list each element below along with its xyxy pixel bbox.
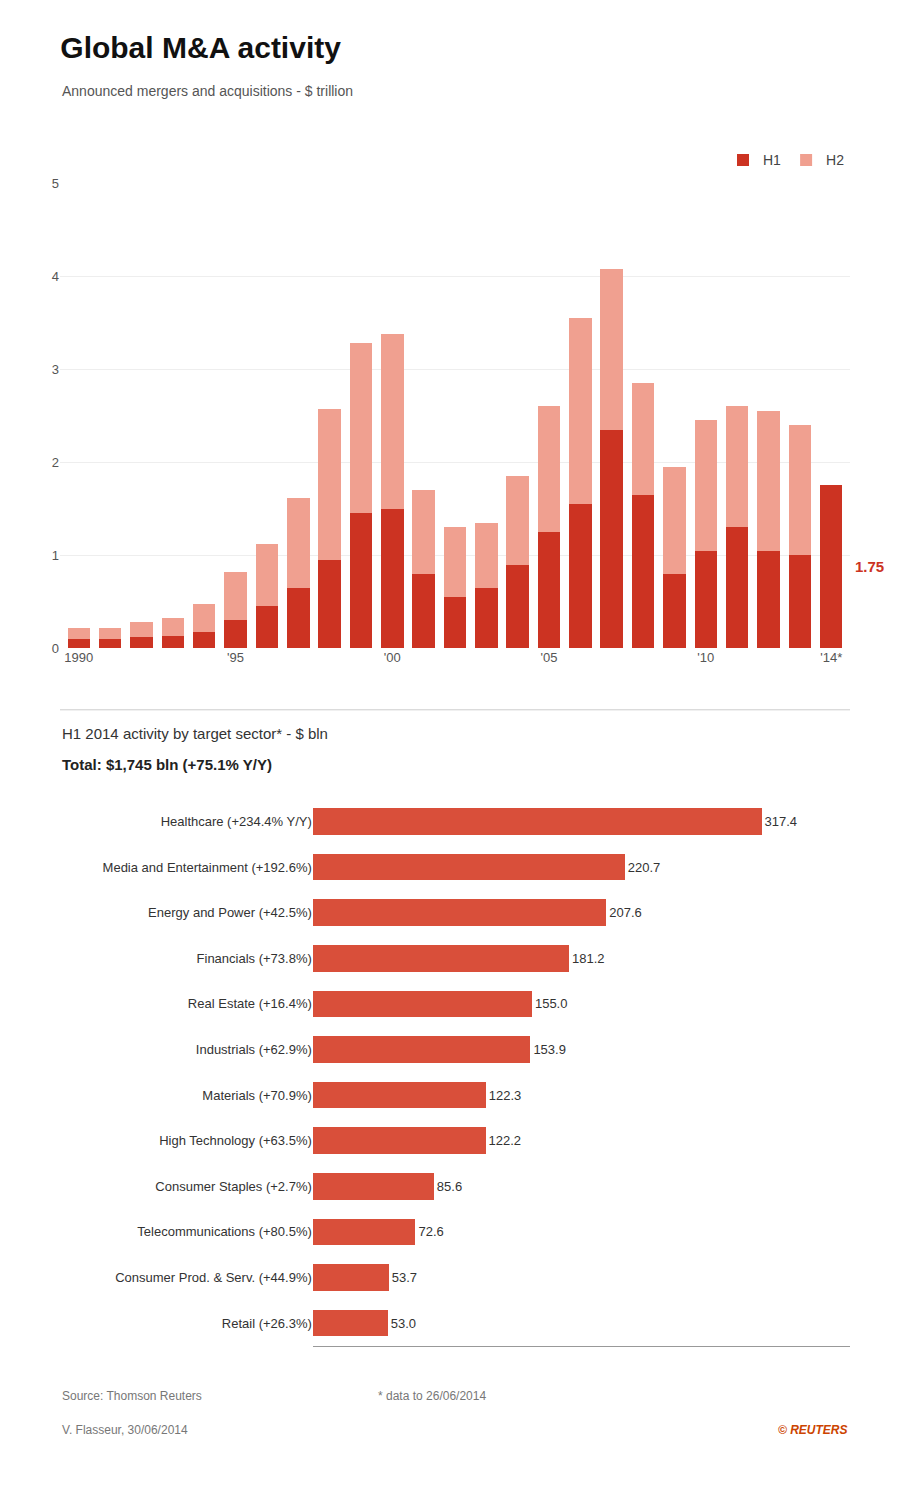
- svg-text:'14*: '14*: [820, 650, 842, 665]
- svg-text:220.7: 220.7: [628, 860, 661, 875]
- svg-text:Financials (+73.8%): Financials (+73.8%): [197, 951, 312, 966]
- svg-text:1: 1: [52, 548, 59, 563]
- svg-text:Source: Thomson Reuters: Source: Thomson Reuters: [62, 1389, 202, 1403]
- svg-text:Global M&A activity: Global M&A activity: [60, 31, 341, 64]
- svg-text:* data to 26/06/2014: * data to 26/06/2014: [378, 1389, 486, 1403]
- svg-text:153.9: 153.9: [533, 1042, 566, 1057]
- svg-text:207.6: 207.6: [609, 905, 642, 920]
- svg-text:H2: H2: [826, 152, 844, 168]
- svg-text:H1 2014 activity by target sec: H1 2014 activity by target sector* - $ b…: [62, 725, 328, 742]
- svg-text:0: 0: [52, 641, 59, 656]
- svg-text:'05: '05: [541, 650, 558, 665]
- svg-text:Healthcare (+234.4% Y/Y): Healthcare (+234.4% Y/Y): [161, 814, 312, 829]
- svg-text:V. Flasseur, 30/06/2014: V. Flasseur, 30/06/2014: [62, 1423, 188, 1437]
- svg-text:'10: '10: [697, 650, 714, 665]
- svg-text:Telecommunications (+80.5%): Telecommunications (+80.5%): [137, 1224, 312, 1239]
- svg-text:High Technology (+63.5%): High Technology (+63.5%): [159, 1133, 312, 1148]
- svg-text:3: 3: [52, 362, 59, 377]
- svg-text:85.6: 85.6: [437, 1179, 462, 1194]
- svg-text:72.6: 72.6: [418, 1224, 443, 1239]
- svg-text:Retail (+26.3%): Retail (+26.3%): [222, 1316, 312, 1331]
- svg-text:2: 2: [52, 455, 59, 470]
- svg-text:Real Estate (+16.4%): Real Estate (+16.4%): [188, 996, 312, 1011]
- svg-text:122.2: 122.2: [489, 1133, 522, 1148]
- svg-text:5: 5: [52, 176, 59, 191]
- svg-text:53.0: 53.0: [391, 1316, 416, 1331]
- svg-text:122.3: 122.3: [489, 1088, 522, 1103]
- svg-text:Consumer Staples (+2.7%): Consumer Staples (+2.7%): [155, 1179, 311, 1194]
- svg-text:Announced mergers and acquisit: Announced mergers and acquisitions - $ t…: [62, 83, 353, 99]
- svg-text:Industrials (+62.9%): Industrials (+62.9%): [196, 1042, 312, 1057]
- svg-text:155.0: 155.0: [535, 996, 568, 1011]
- svg-text:© REUTERS: © REUTERS: [778, 1423, 848, 1437]
- svg-text:181.2: 181.2: [572, 951, 605, 966]
- svg-text:4: 4: [52, 269, 59, 284]
- svg-text:Energy and Power (+42.5%): Energy and Power (+42.5%): [148, 905, 312, 920]
- svg-text:1990: 1990: [64, 650, 93, 665]
- svg-text:317.4: 317.4: [765, 814, 798, 829]
- svg-text:'00: '00: [384, 650, 401, 665]
- svg-text:Total: $1,745 bln (+75.1% Y/Y): Total: $1,745 bln (+75.1% Y/Y): [62, 756, 272, 773]
- svg-text:H1: H1: [763, 152, 781, 168]
- svg-text:Consumer Prod. & Serv. (+44.9%: Consumer Prod. & Serv. (+44.9%): [115, 1270, 312, 1285]
- svg-text:53.7: 53.7: [392, 1270, 417, 1285]
- svg-text:Materials (+70.9%): Materials (+70.9%): [202, 1088, 311, 1103]
- svg-text:1.75: 1.75: [855, 558, 884, 575]
- svg-text:Media and Entertainment (+192.: Media and Entertainment (+192.6%): [103, 860, 312, 875]
- svg-text:'95: '95: [227, 650, 244, 665]
